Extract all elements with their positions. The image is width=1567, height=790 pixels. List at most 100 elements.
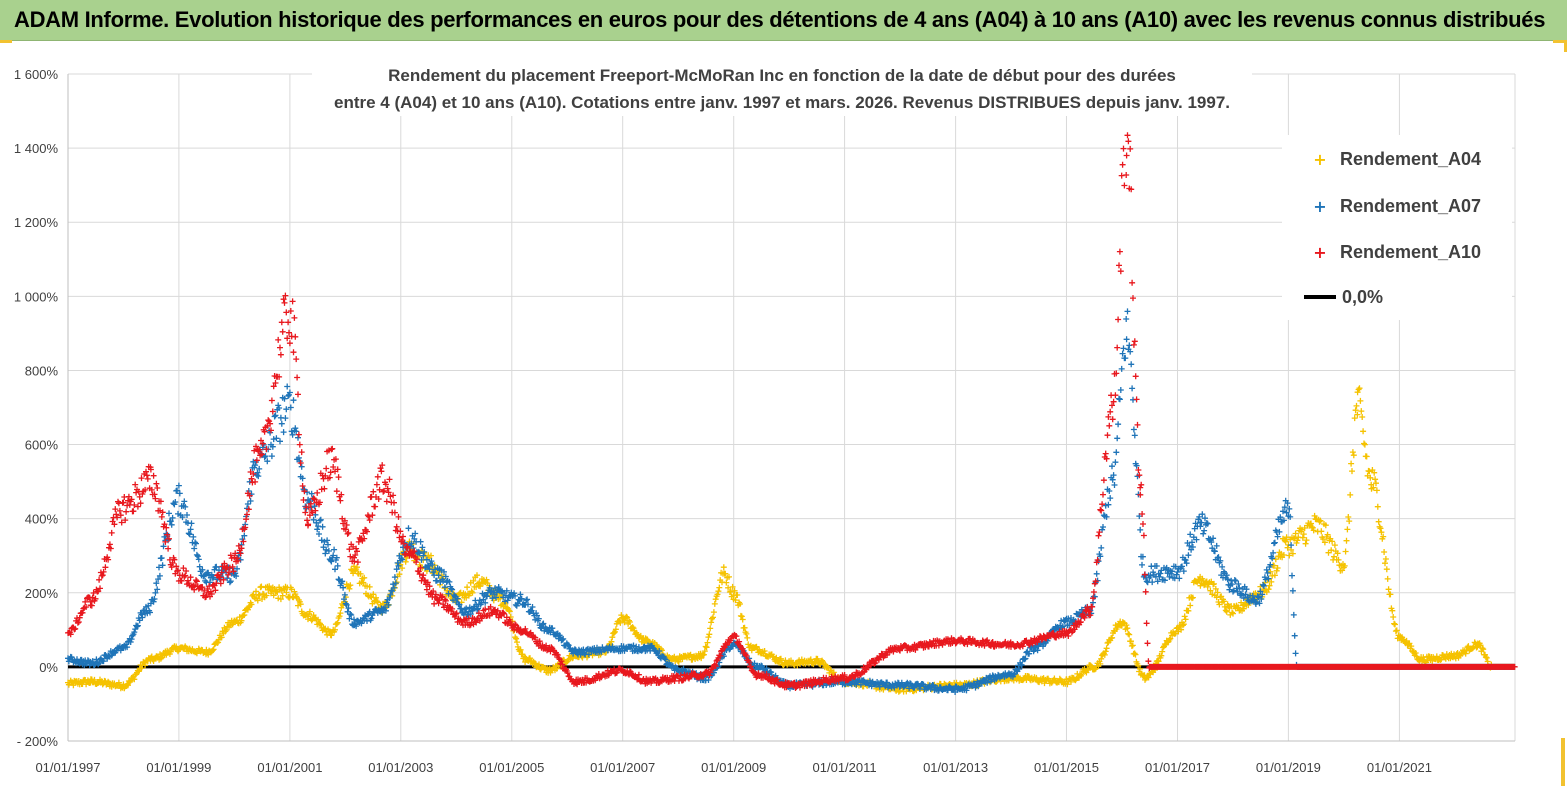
data-point — [247, 498, 254, 504]
data-point — [978, 680, 985, 687]
data-point — [1185, 552, 1192, 559]
x-tick-label: 01/01/1999 — [146, 760, 211, 775]
data-point — [1278, 550, 1285, 557]
data-point — [773, 654, 780, 661]
data-point — [91, 676, 98, 683]
data-point — [341, 596, 347, 603]
data-point — [1353, 402, 1360, 409]
data-point — [1129, 279, 1136, 286]
data-point — [179, 514, 186, 521]
data-point — [327, 469, 334, 476]
data-point — [1187, 602, 1194, 609]
data-point — [1321, 539, 1328, 546]
data-point — [782, 657, 789, 664]
data-point — [473, 584, 480, 590]
data-point — [196, 563, 203, 570]
data-point — [238, 617, 245, 624]
data-point — [1114, 344, 1121, 351]
data-point — [1187, 531, 1194, 538]
data-point — [246, 478, 253, 485]
data-point — [435, 572, 442, 579]
legend-label-a04: Rendement_A04 — [1340, 148, 1482, 169]
data-point — [423, 556, 430, 563]
legend-item-a07: + Rendement_A07 — [1300, 194, 1481, 218]
data-point — [419, 544, 426, 551]
data-point — [706, 631, 713, 638]
data-point — [1211, 580, 1217, 587]
data-point — [418, 556, 425, 563]
data-point — [192, 539, 199, 546]
data-point — [638, 638, 645, 645]
data-point — [1222, 607, 1229, 614]
data-point — [1363, 453, 1370, 460]
data-point — [241, 612, 248, 618]
data-point — [428, 552, 434, 559]
data-point — [187, 526, 194, 533]
data-point — [337, 497, 344, 504]
data-point — [335, 576, 342, 583]
data-point — [1303, 537, 1310, 544]
data-point — [131, 676, 138, 683]
data-point — [115, 679, 122, 686]
data-point — [287, 308, 294, 314]
data-point — [1354, 389, 1361, 396]
data-point — [446, 578, 453, 585]
data-point — [1391, 620, 1398, 627]
data-point — [1273, 567, 1280, 574]
data-point — [1349, 468, 1355, 475]
data-point — [770, 653, 777, 660]
data-point — [720, 564, 727, 571]
data-point — [727, 588, 734, 595]
data-point — [223, 627, 230, 634]
data-point — [260, 591, 267, 598]
data-point — [1120, 345, 1127, 352]
data-point — [314, 526, 321, 533]
data-point — [1230, 610, 1236, 617]
data-point — [707, 625, 714, 632]
data-point — [277, 438, 283, 445]
data-point — [386, 476, 393, 483]
y-tick-label: 0% — [39, 660, 58, 675]
data-point — [328, 632, 335, 639]
data-point — [1367, 474, 1374, 481]
data-point — [1167, 635, 1174, 642]
data-point — [1371, 469, 1378, 476]
data-point — [360, 579, 367, 586]
x-tick-label: 01/01/2003 — [368, 760, 433, 775]
data-point — [1120, 145, 1127, 152]
data-point — [1097, 506, 1104, 513]
data-point — [1282, 538, 1289, 545]
data-point — [1290, 611, 1297, 618]
data-point — [1201, 527, 1208, 534]
data-point — [1022, 655, 1029, 662]
y-tick-label: 1 600% — [14, 67, 59, 82]
data-point — [263, 592, 270, 599]
x-tick-label: 01/01/2017 — [1145, 760, 1210, 775]
data-point — [167, 648, 174, 655]
data-point — [127, 639, 134, 645]
corner-mark-top-right — [1553, 40, 1567, 43]
data-point — [565, 642, 572, 649]
data-point — [513, 635, 520, 642]
data-point — [1013, 667, 1020, 674]
data-point — [656, 648, 663, 654]
data-point — [1229, 609, 1236, 616]
data-point — [1204, 583, 1211, 590]
data-point — [254, 469, 261, 476]
data-point — [617, 619, 624, 626]
y-tick-label: - 200% — [17, 734, 59, 749]
data-point — [734, 592, 741, 598]
data-point — [1283, 534, 1290, 541]
data-point — [1137, 526, 1144, 533]
data-point — [729, 583, 736, 590]
data-point — [193, 577, 199, 584]
data-point — [560, 635, 567, 642]
data-point — [1113, 449, 1120, 456]
data-point — [209, 647, 216, 654]
data-point — [70, 682, 77, 689]
data-point — [1135, 662, 1142, 669]
data-point — [1103, 645, 1110, 652]
data-point — [629, 624, 636, 631]
data-point — [1064, 681, 1071, 688]
data-point — [1347, 491, 1354, 498]
